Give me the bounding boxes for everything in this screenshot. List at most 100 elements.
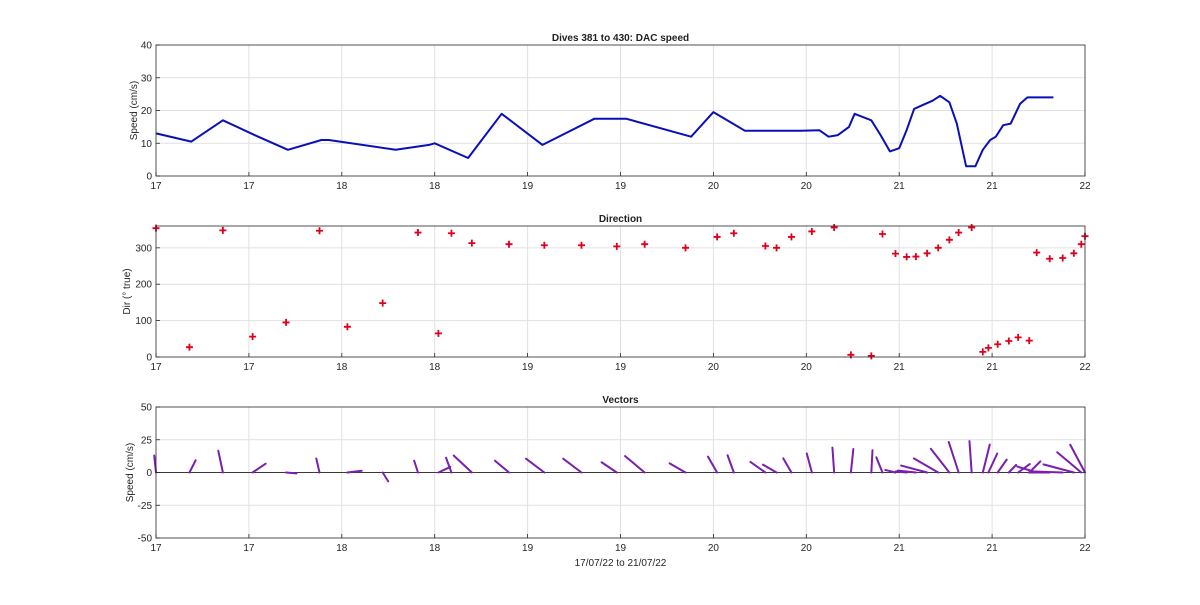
- direction-point: [994, 340, 1002, 348]
- speed-chart-title: Dives 381 to 430: DAC speed: [552, 33, 689, 44]
- x-tick-label: 18: [336, 181, 348, 192]
- x-tick-label: 20: [708, 181, 720, 192]
- y-tick-label: 30: [141, 73, 153, 84]
- y-tick-label: 200: [135, 280, 152, 291]
- direction-point: [249, 333, 257, 341]
- velocity-vector: [987, 452, 999, 474]
- velocity-vector: [831, 446, 836, 474]
- velocity-vector: [1032, 470, 1064, 474]
- velocity-vector: [875, 456, 884, 474]
- direction-point: [923, 249, 931, 257]
- x-tick-label: 18: [429, 362, 441, 373]
- x-tick-label: 21: [987, 362, 999, 373]
- x-tick-label: 21: [894, 543, 906, 554]
- x-tick-label: 17: [243, 181, 255, 192]
- y-tick-label: 25: [141, 435, 153, 446]
- velocity-vector: [947, 440, 960, 474]
- velocity-vector: [1042, 463, 1075, 474]
- x-tick-label: 20: [801, 543, 813, 554]
- direction-point: [761, 242, 769, 250]
- velocity-vector: [968, 440, 973, 474]
- direction-point: [1077, 240, 1085, 248]
- velocity-vector: [870, 449, 874, 474]
- velocity-vector: [315, 457, 321, 474]
- velocity-vector: [1007, 463, 1018, 474]
- y-tick-label: 40: [141, 41, 153, 52]
- direction-point: [414, 229, 422, 237]
- direction-point: [505, 240, 513, 248]
- x-tick-label: 19: [522, 543, 534, 554]
- x-tick-label: 19: [522, 181, 534, 192]
- speed-series-line: [155, 94, 1054, 168]
- y-tick-label: 0: [146, 353, 152, 364]
- direction-point: [540, 241, 548, 249]
- x-tick-label: 21: [894, 362, 906, 373]
- direction-y-axis-label: Dir (° true): [122, 268, 133, 314]
- direction-point: [945, 236, 953, 244]
- direction-point: [468, 239, 476, 247]
- y-tick-label: -25: [138, 501, 153, 512]
- direction-point: [316, 227, 324, 235]
- velocity-vector: [782, 457, 793, 474]
- velocity-vector: [285, 471, 298, 475]
- velocity-vector: [493, 459, 511, 474]
- vectors-y-axis-label: Speed (cm/s): [125, 443, 136, 502]
- velocity-vector: [726, 454, 735, 474]
- velocity-vector: [749, 460, 767, 474]
- x-tick-label: 17: [150, 181, 162, 192]
- x-tick-label: 17: [243, 543, 255, 554]
- direction-point: [730, 229, 738, 237]
- direction-point: [1070, 249, 1078, 257]
- direction-point: [903, 253, 911, 261]
- direction-point: [219, 226, 227, 234]
- x-tick-label: 20: [801, 362, 813, 373]
- x-tick-label: 17: [150, 543, 162, 554]
- x-tick-label: 17: [243, 362, 255, 373]
- direction-point: [912, 253, 920, 261]
- velocity-vector: [1056, 451, 1083, 474]
- direction-point: [447, 229, 455, 237]
- x-tick-label: 21: [987, 181, 999, 192]
- direction-point: [1046, 255, 1054, 263]
- velocity-vector: [849, 448, 855, 474]
- y-tick-label: 300: [135, 243, 152, 254]
- direction-point: [773, 244, 781, 252]
- x-tick-label: 19: [522, 362, 534, 373]
- direction-point: [577, 241, 585, 249]
- velocity-vector: [929, 447, 951, 474]
- y-tick-label: 100: [135, 316, 152, 327]
- velocity-vector: [445, 456, 453, 474]
- direction-point: [979, 348, 987, 356]
- vectors-panel: -50 -25 0 25 50 17 17 18 18 19 19 20 20 21 21 22 Vecto…: [125, 395, 1091, 569]
- x-tick-label: 20: [708, 543, 720, 554]
- x-tick-label: 21: [987, 543, 999, 554]
- direction-point: [787, 233, 795, 241]
- direction-point: [613, 242, 621, 250]
- x-tick-label: 20: [801, 181, 813, 192]
- x-tick-label: 17: [150, 362, 162, 373]
- y-tick-label: -50: [138, 534, 153, 545]
- direction-point: [1014, 333, 1022, 341]
- velocity-vector: [624, 455, 646, 474]
- velocity-vector: [413, 459, 419, 474]
- x-tick-label: 19: [615, 181, 627, 192]
- direction-point: [955, 229, 963, 237]
- y-tick-label: 0: [146, 468, 152, 479]
- direction-point: [434, 329, 442, 337]
- direction-point: [185, 343, 193, 351]
- direction-point: [1033, 249, 1041, 257]
- velocity-vector: [761, 463, 778, 474]
- direction-point: [682, 244, 690, 252]
- direction-point: [1005, 337, 1013, 345]
- x-tick-label: 18: [429, 181, 441, 192]
- velocity-vector: [346, 469, 363, 474]
- velocity-vector: [996, 458, 1008, 474]
- velocity-vector: [706, 455, 719, 474]
- direction-point: [830, 223, 838, 231]
- x-tick-label: 18: [429, 543, 441, 554]
- direction-point: [713, 233, 721, 241]
- x-tick-label: 18: [336, 543, 348, 554]
- direction-point: [808, 227, 816, 235]
- velocity-vector: [217, 449, 224, 474]
